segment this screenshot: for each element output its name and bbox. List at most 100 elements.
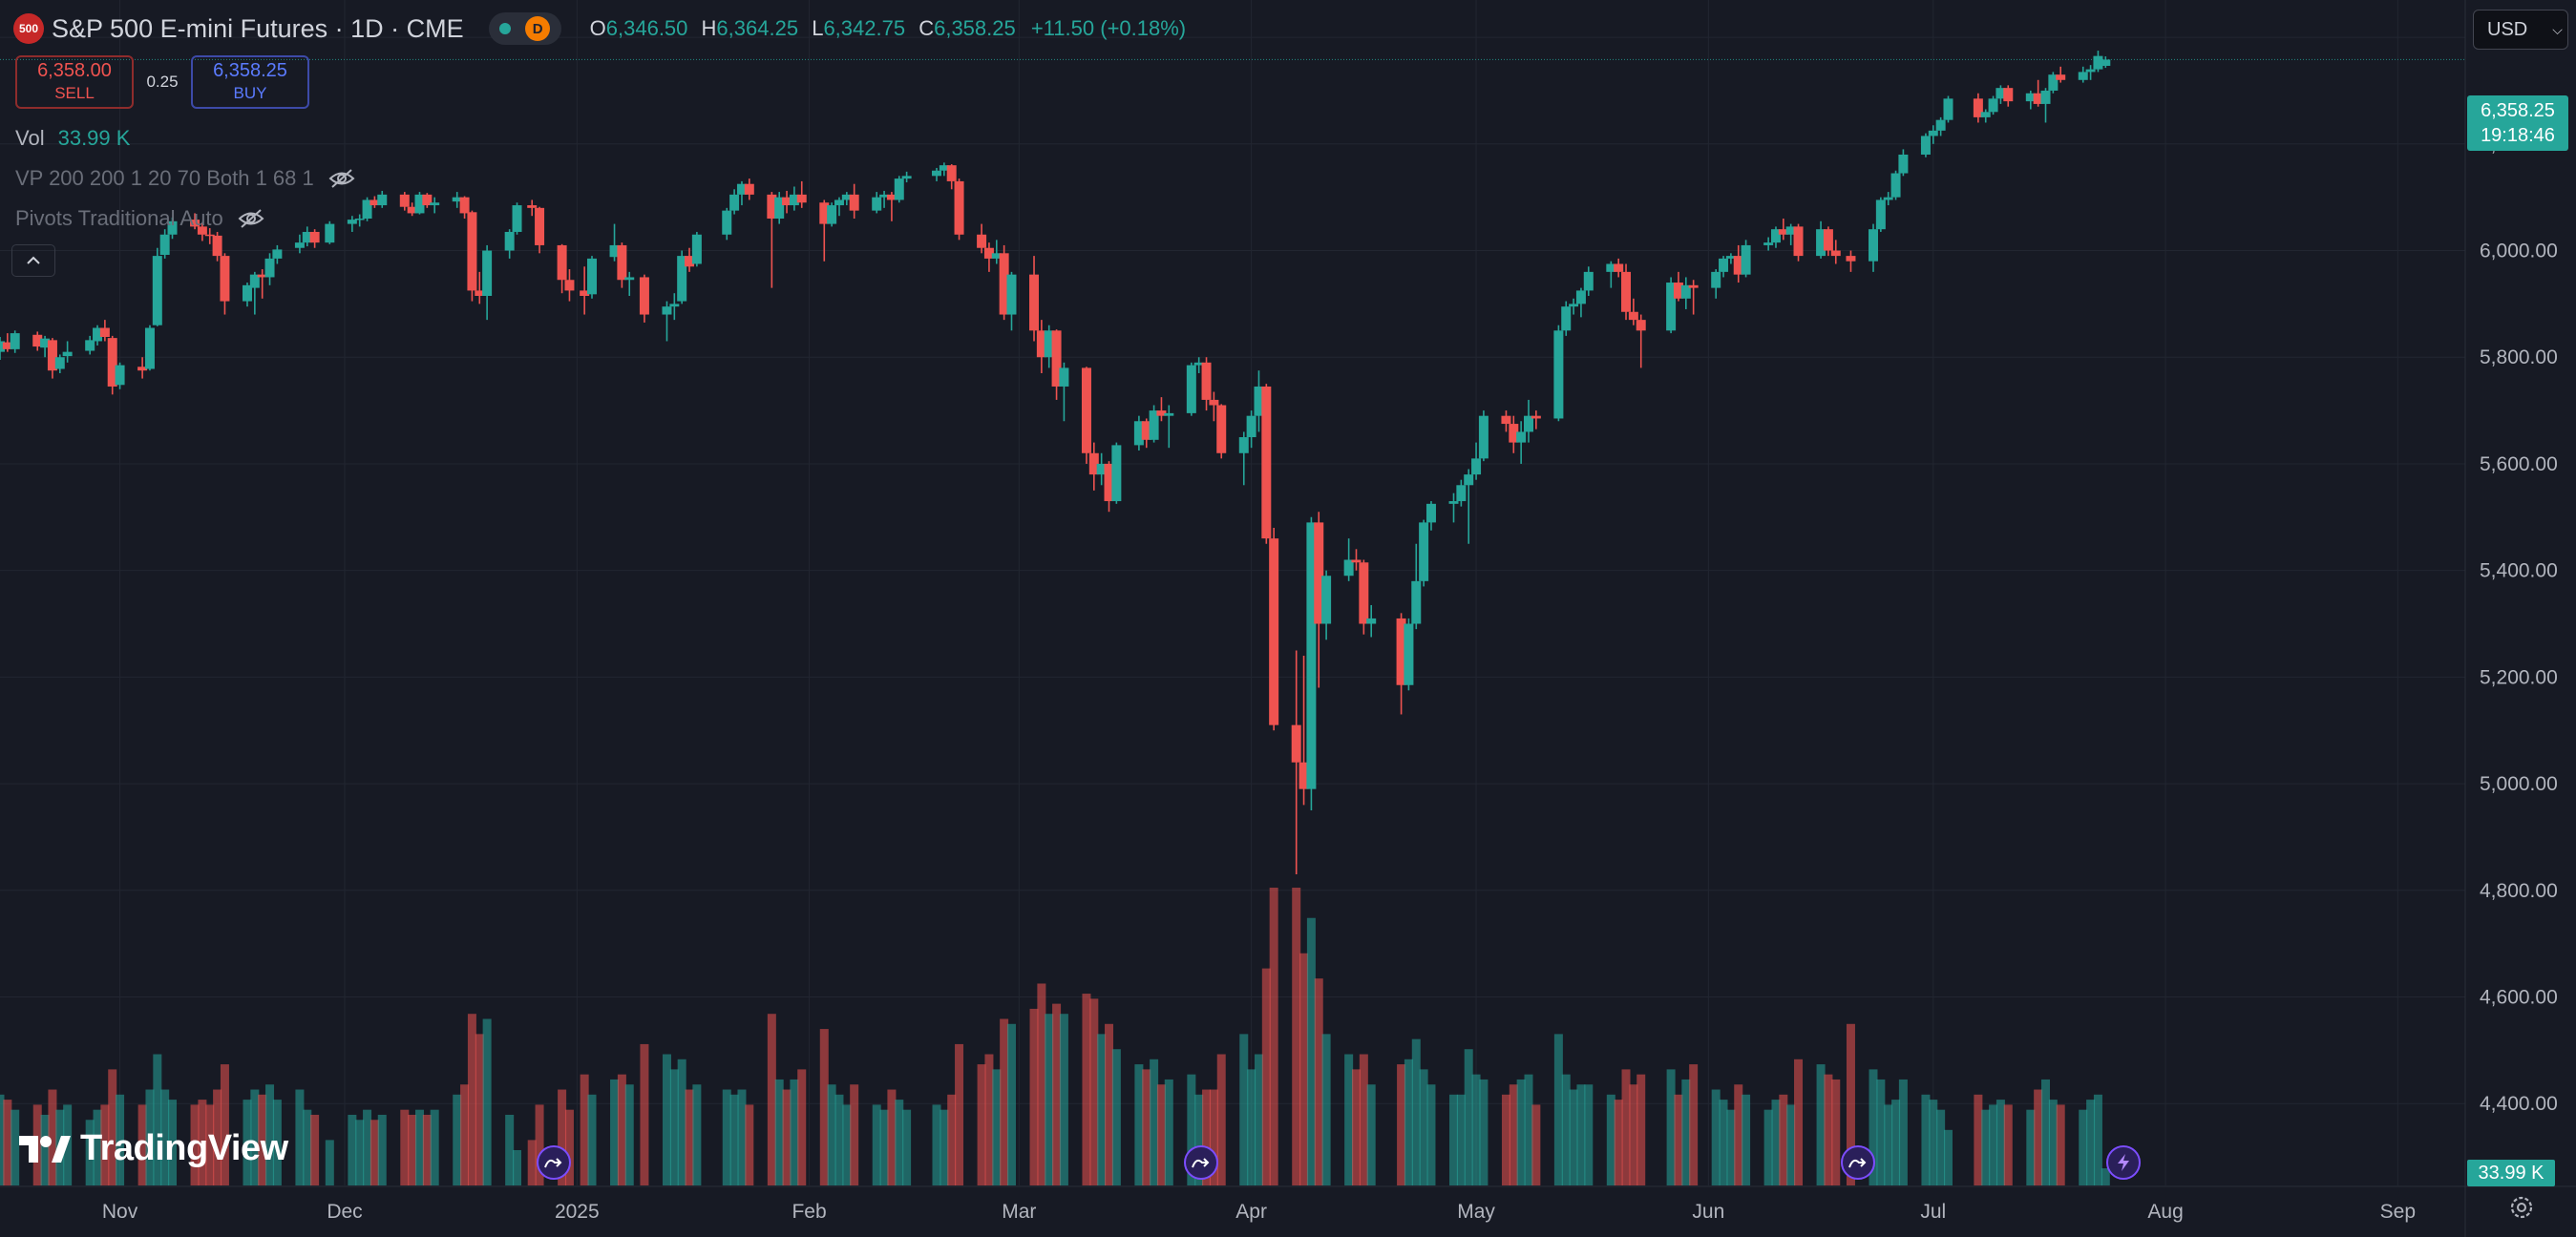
trade-panel: 6,358.00 SELL 0.25 6,358.25 BUY <box>15 55 309 109</box>
volume-bar <box>1509 1084 1518 1185</box>
symbol-logo-icon[interactable]: 500 <box>13 13 44 44</box>
volume-bar <box>93 1109 102 1185</box>
candle-body <box>1201 362 1212 400</box>
volume-bar <box>992 1069 1002 1185</box>
volume-indicator-legend[interactable]: Vol 33.99 K <box>15 126 130 151</box>
volume-bar <box>887 1089 897 1185</box>
candle-body <box>662 306 672 315</box>
volume-bar <box>116 1094 125 1185</box>
candle-body <box>1516 431 1527 443</box>
event-marker[interactable] <box>1184 1145 1218 1180</box>
candle-body <box>1501 415 1511 425</box>
volume-bar <box>790 1079 799 1185</box>
sell-button[interactable]: 6,358.00 SELL <box>15 55 134 109</box>
candle-body <box>1464 474 1474 486</box>
candle-body <box>272 249 283 259</box>
volume-bar <box>1045 1014 1054 1185</box>
candle-body <box>691 234 702 264</box>
pivots-indicator-legend[interactable]: Pivots Traditional Auto <box>15 206 265 231</box>
candle-body <box>1995 88 2006 99</box>
volume-bar <box>355 1120 365 1185</box>
y-tick-label: 5,000.00 <box>2480 773 2558 795</box>
candle-body <box>932 170 942 177</box>
candle-body <box>2003 88 2014 102</box>
candle-body <box>377 194 388 206</box>
volume-bar <box>827 1084 836 1185</box>
volume-bar <box>1111 1049 1121 1185</box>
candle-body <box>1104 463 1114 502</box>
volume-bar <box>1726 1109 1736 1185</box>
buy-button[interactable]: 6,358.25 BUY <box>191 55 309 109</box>
candle-body <box>10 333 20 349</box>
candle-body <box>512 205 522 232</box>
ohlc-open: 6,346.50 <box>605 16 688 40</box>
candle-body <box>1830 250 1841 257</box>
volume-bar <box>453 1094 462 1185</box>
candle-body <box>197 226 207 235</box>
symbol-title[interactable]: S&P 500 E-mini Futures · 1D · CME <box>52 13 464 43</box>
candle-body <box>1875 199 1886 230</box>
y-tick-label: 4,400.00 <box>2480 1093 2558 1115</box>
eye-off-icon[interactable] <box>327 168 356 189</box>
x-tick-label: Dec <box>327 1201 362 1223</box>
x-tick-label: Nov <box>102 1201 138 1223</box>
event-marker[interactable] <box>537 1145 571 1180</box>
volume-bar <box>2101 1168 2110 1185</box>
volume-bar <box>1794 1059 1804 1185</box>
volume-bar <box>1719 1100 1728 1185</box>
volume-bar <box>729 1094 739 1185</box>
market-status-pill[interactable]: D <box>488 12 561 45</box>
candle-body <box>32 334 43 347</box>
volume-bar <box>955 1043 964 1185</box>
volume-bar <box>1898 1079 1908 1185</box>
candle-body <box>729 194 740 211</box>
candle-body <box>901 176 912 179</box>
ohlc-close: 6,358.25 <box>934 16 1016 40</box>
settings-icon[interactable] <box>2507 1193 2536 1222</box>
volume-bar <box>85 1120 95 1185</box>
candle-body <box>294 242 305 248</box>
candle-body <box>894 178 904 200</box>
volume-bar <box>819 1029 829 1185</box>
candle-body <box>1973 98 1983 117</box>
eye-off-icon[interactable] <box>237 208 265 229</box>
candle-body <box>152 256 162 325</box>
candle-body <box>0 341 5 352</box>
volume-bar <box>1411 1038 1421 1185</box>
candle-body <box>414 194 425 214</box>
vp-indicator-legend[interactable]: VP 200 200 1 20 70 Both 1 68 1 <box>15 166 356 191</box>
candle-body <box>1719 258 1729 272</box>
volume-bar <box>1456 1094 1466 1185</box>
tradingview-logo[interactable]: TradingView <box>17 1128 288 1169</box>
volume-bar <box>2056 1104 2065 1185</box>
candle-body <box>939 165 949 171</box>
spread-value: 0.25 <box>146 73 179 91</box>
volume-bar <box>1216 1054 1226 1185</box>
candle-body <box>1869 229 1879 262</box>
currency-selector[interactable]: USD ⌵ <box>2473 10 2568 50</box>
candle-body <box>1059 367 1069 387</box>
chevron-down-icon: ⌵ <box>2552 21 2563 37</box>
event-marker[interactable] <box>1841 1145 1875 1180</box>
candle-body <box>2048 74 2059 91</box>
candle-body <box>370 199 380 206</box>
volume-bar <box>580 1074 589 1185</box>
candle-body <box>2085 69 2096 73</box>
candle-body <box>736 183 747 195</box>
volume-bar <box>198 1100 207 1185</box>
collapse-legend-button[interactable] <box>11 244 55 277</box>
volume-bar <box>662 1054 671 1185</box>
volume-bar <box>1397 1064 1406 1185</box>
candle-body <box>722 210 732 235</box>
event-marker[interactable] <box>2106 1145 2141 1180</box>
volume-bar <box>1553 1034 1563 1185</box>
volume-bar <box>1846 1023 1855 1185</box>
candle-body <box>872 197 882 211</box>
volume-bar <box>348 1114 357 1185</box>
volume-bar <box>1105 1023 1114 1185</box>
volume-bar <box>1711 1089 1721 1185</box>
candle-body <box>354 219 365 220</box>
volume-bar <box>1501 1094 1510 1185</box>
volume-bar <box>153 1054 162 1185</box>
